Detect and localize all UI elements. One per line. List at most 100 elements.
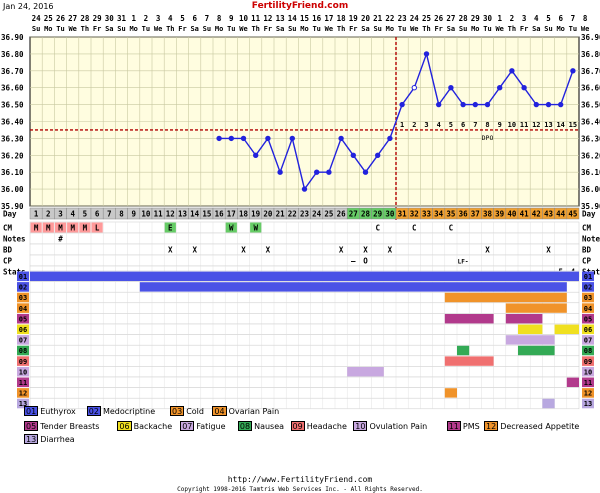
- legend-item-13: 13 Diarrhea: [24, 434, 75, 444]
- y-tick-label-right: 35.90: [581, 202, 600, 211]
- date-label: 28: [459, 14, 469, 23]
- symptom-id-box-right: [582, 335, 594, 345]
- weekday-label: Tu: [569, 25, 577, 33]
- day-number: 29: [373, 210, 383, 219]
- temperature-point: [411, 85, 417, 91]
- day-number: 26: [337, 210, 347, 219]
- weekday-label: Mo: [129, 25, 137, 33]
- date-label: 26: [56, 14, 66, 23]
- date-label: 16: [312, 14, 322, 23]
- date-label: 1: [497, 14, 502, 23]
- temperature-point: [265, 135, 271, 142]
- temperature-point: [497, 85, 503, 91]
- symptom-id-box-right: [582, 271, 594, 282]
- weekday-label: Su: [288, 25, 296, 33]
- symptom-id-box-left: [17, 356, 29, 366]
- legend-swatch: 06: [117, 421, 132, 431]
- temperature-point: [509, 68, 515, 74]
- date-label: 9: [229, 14, 234, 23]
- symptom-id-box-left: [17, 271, 29, 282]
- date-label: 30: [105, 14, 115, 23]
- day-row-label-right: Day: [582, 210, 596, 219]
- row-cell-value: W: [253, 224, 258, 233]
- row-cell-value: C: [449, 224, 454, 233]
- symptom-id-box-left: [17, 324, 29, 335]
- symptom-id-left: 11: [19, 379, 27, 387]
- symptom-row: [29, 355, 580, 367]
- date-label: 8: [217, 14, 222, 23]
- day-number: 25: [324, 210, 333, 219]
- symptom-bar-08: [457, 345, 470, 356]
- temperature-point: [423, 51, 430, 57]
- row-label-stats: Stats: [3, 268, 26, 277]
- cell-fill: [54, 222, 67, 233]
- day-number: 6: [95, 210, 100, 219]
- date-label: 4: [534, 14, 539, 23]
- date-label: 5: [546, 14, 551, 23]
- symptom-id-right: 05: [584, 315, 592, 323]
- date-label: 27: [68, 14, 77, 23]
- bbt-chart: 35.90 35.90 36.00 36.00 36.10 36.10 36.20 36.20…: [1, 14, 600, 410]
- temperature-point: [533, 101, 539, 108]
- cell-fill: [79, 222, 91, 233]
- symptom-id-box-right: [582, 282, 594, 292]
- symptom-id-box-right: [582, 292, 594, 303]
- row-cell-value: X: [339, 246, 344, 255]
- symptom-row: [29, 334, 580, 346]
- weekday-label: Sa: [361, 25, 369, 33]
- symptom-bar-05: [505, 314, 543, 324]
- day-number: 2: [46, 210, 51, 219]
- cell-fill: [91, 222, 103, 233]
- weekday-label: We: [581, 25, 589, 33]
- dpo-number: 11: [520, 121, 528, 129]
- day-number: 40: [507, 210, 517, 219]
- symptom-id-left: 06: [19, 326, 27, 334]
- footer-url[interactable]: http://www.FertilityFriend.com: [227, 475, 373, 484]
- symptom-id-left: 04: [19, 305, 27, 313]
- legend-label: Cold: [186, 406, 204, 416]
- row-cell-value: X: [241, 246, 246, 255]
- symptom-id-right: 04: [584, 305, 592, 313]
- symptom-id-left: 01: [19, 273, 27, 281]
- day-number: 19: [251, 210, 261, 219]
- y-tick-label-right: 36.00: [581, 185, 600, 194]
- temperature-point: [216, 135, 222, 142]
- row-cell-value: M: [58, 224, 63, 233]
- row-bd: [29, 243, 580, 256]
- temperature-point: [570, 68, 576, 74]
- date-label: 20: [361, 14, 371, 23]
- y-tick-label-left: 36.50: [1, 101, 24, 110]
- row-label-notes: Notes: [3, 235, 26, 244]
- legend-swatch: 11: [446, 421, 461, 431]
- weekday-label: Sa: [190, 25, 198, 33]
- date-label: 29: [93, 14, 103, 23]
- legend-label: Fatigue: [196, 421, 226, 431]
- symptom-id-right: 03: [584, 294, 592, 302]
- y-tick-label-right: 36.90: [581, 33, 600, 42]
- weekday-label: Sa: [532, 25, 540, 33]
- date-label: 5: [180, 14, 185, 23]
- legend-swatch: 09: [290, 421, 305, 431]
- date-label: 13: [276, 14, 286, 23]
- symptom-bar-03: [444, 292, 567, 303]
- dpo-number: 3: [424, 121, 428, 129]
- weekday-label: Fr: [349, 25, 357, 33]
- date-label: 22: [385, 14, 394, 23]
- symptom-bar-09: [444, 356, 494, 366]
- row-cp: [29, 254, 580, 267]
- row-cell-value: C: [375, 224, 380, 233]
- symptom-id-right: 12: [584, 390, 592, 398]
- legend-swatch: 07: [180, 421, 195, 431]
- symptom-id-right: 09: [584, 358, 592, 366]
- y-tick-label-right: 36.80: [581, 50, 600, 59]
- symptom-bar-05: [444, 314, 494, 324]
- legend-swatch: 13: [24, 434, 39, 444]
- day-number: 33: [422, 210, 432, 219]
- day-number: 20: [263, 210, 273, 219]
- date-label: 25: [44, 14, 53, 23]
- symptom-id-box-left: [17, 303, 29, 313]
- symptom-row: [29, 323, 580, 335]
- dpo-number: 5: [449, 121, 453, 129]
- legend-item-03: 03 Cold: [170, 406, 204, 416]
- y-tick-label-right: 36.50: [581, 101, 600, 110]
